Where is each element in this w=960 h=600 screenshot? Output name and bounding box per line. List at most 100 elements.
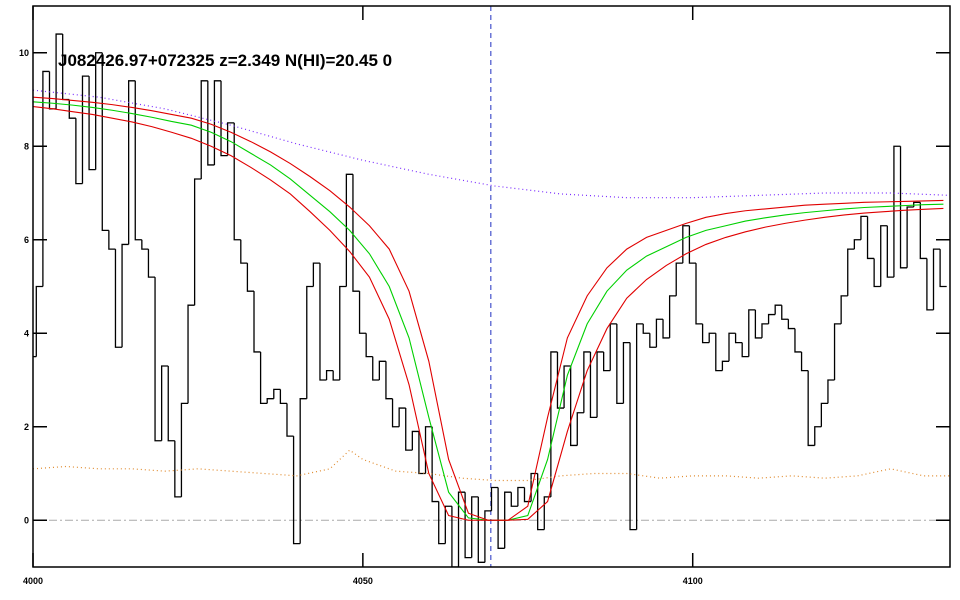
flux-step	[616, 323, 624, 405]
flux-step	[847, 248, 855, 296]
flux-step	[919, 202, 927, 260]
flux-step	[708, 332, 716, 343]
flux-step	[899, 146, 908, 269]
flux-step	[504, 491, 512, 549]
flux-step	[358, 291, 367, 334]
flux-step	[517, 486, 525, 507]
flux-step	[622, 341, 631, 404]
flux-step	[220, 80, 228, 157]
flux-step	[800, 351, 809, 372]
flux-step	[174, 440, 182, 498]
flux-step	[787, 319, 795, 330]
flux-step	[352, 174, 360, 292]
flux-step	[853, 239, 861, 250]
flux-step	[405, 408, 413, 451]
flux-step	[563, 365, 571, 409]
flux-step	[128, 80, 136, 245]
dotted-line	[33, 89, 950, 199]
flux-step	[589, 351, 598, 419]
y-tick-label: 8	[24, 141, 29, 151]
flux-step	[438, 501, 446, 545]
flux-step	[893, 145, 901, 278]
flux-step	[840, 295, 848, 324]
flux-step	[101, 52, 109, 232]
flux-step	[42, 70, 50, 287]
flux-step	[490, 486, 499, 511]
flux-step	[695, 263, 703, 325]
flux-step	[193, 178, 202, 306]
flux-step	[345, 173, 353, 287]
flux-step	[240, 239, 248, 264]
flux-step	[266, 398, 274, 404]
flux-step	[306, 285, 314, 399]
flux-step	[754, 309, 762, 339]
flux-step	[550, 351, 558, 497]
flux-step	[906, 206, 914, 268]
flux-step	[794, 328, 802, 353]
flux-step	[319, 263, 327, 381]
flux-step	[167, 365, 175, 442]
flux-step	[655, 318, 664, 348]
flux-step	[378, 360, 386, 380]
flux-step	[827, 379, 835, 404]
flux-step	[833, 323, 842, 380]
flux-step	[471, 496, 479, 558]
flux-step	[603, 351, 611, 372]
flux-step	[932, 248, 941, 310]
flux-step	[734, 333, 743, 344]
flux-step	[431, 426, 439, 503]
flux-step	[154, 277, 162, 442]
flux-step	[372, 356, 380, 381]
flux-step	[141, 239, 149, 250]
flux-step	[649, 333, 657, 348]
flux-step	[781, 305, 789, 320]
flux-step	[444, 505, 452, 544]
flux-step	[721, 360, 729, 371]
plot-area	[33, 6, 950, 567]
flux-step	[226, 122, 235, 156]
flux-step	[207, 80, 215, 166]
flux-step	[484, 510, 492, 563]
flux-step	[596, 351, 604, 418]
flux-step	[715, 333, 723, 372]
flux-step	[570, 365, 578, 447]
flux-step	[767, 313, 776, 324]
flux-step	[728, 332, 736, 362]
flux-step	[411, 430, 419, 451]
flux-step	[180, 402, 189, 497]
flux-step	[273, 388, 281, 399]
flux-step	[576, 412, 584, 446]
flux-step	[332, 370, 340, 381]
frame	[32, 5, 951, 568]
flux-step	[814, 426, 822, 446]
flux-step	[95, 52, 103, 170]
x-tick-label: 4050	[353, 576, 373, 586]
flux-step	[701, 323, 710, 344]
y-tick-label: 6	[24, 235, 29, 245]
flux-step	[748, 309, 756, 357]
flux-step	[259, 351, 268, 405]
flux-step	[866, 216, 875, 260]
flux-step	[642, 323, 650, 334]
flux-step	[741, 342, 749, 358]
y-tick-label: 0	[24, 515, 29, 525]
flux-step	[325, 370, 334, 380]
flux-step	[75, 118, 83, 185]
x-tick-label: 4100	[683, 576, 703, 586]
flux-step	[147, 249, 156, 278]
flux-step	[761, 323, 769, 338]
flux-step	[292, 436, 301, 545]
flux-step	[68, 99, 76, 119]
flux-step	[583, 351, 591, 413]
flux-step	[886, 225, 894, 278]
flux-step	[682, 225, 690, 264]
flux-step	[312, 262, 320, 287]
flux-step	[286, 403, 294, 437]
flux-step	[774, 304, 782, 315]
flux-step	[820, 402, 828, 427]
flux-step	[939, 249, 947, 288]
flux-step	[873, 258, 881, 288]
flux-step	[108, 230, 116, 250]
flux-step	[556, 351, 565, 409]
